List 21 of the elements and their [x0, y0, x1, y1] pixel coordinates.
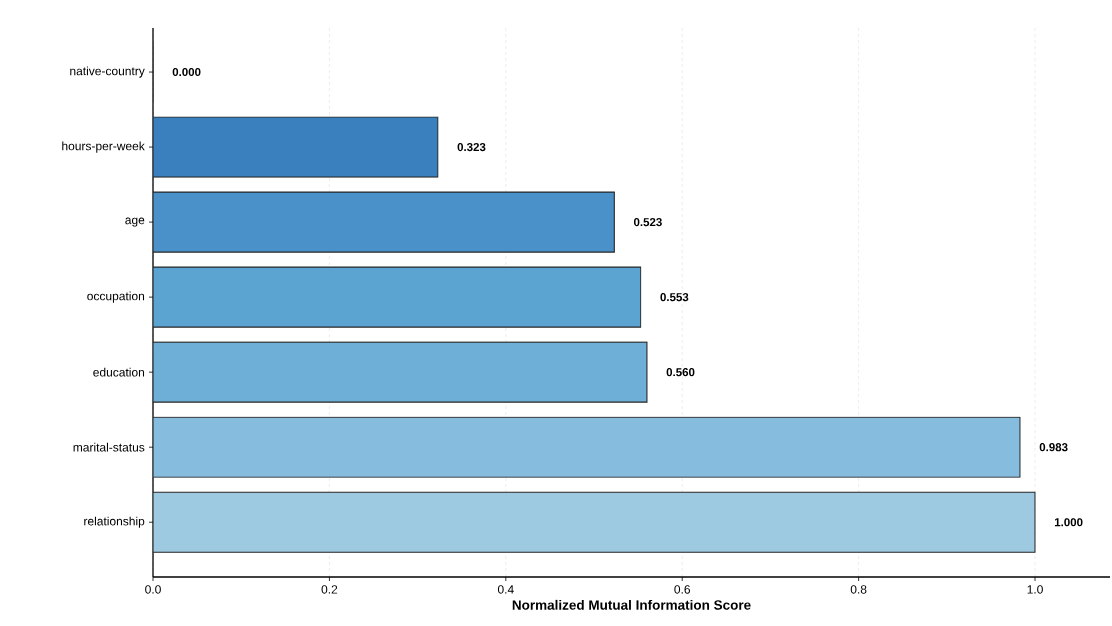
x-axis-title: Normalized Mutual Information Score: [512, 599, 751, 610]
y-tick-label: hours-per-week: [62, 141, 145, 153]
y-tick-label: marital-status: [73, 442, 145, 452]
data-label: 0.000: [172, 67, 201, 77]
x-tick-label: 1.0: [1027, 585, 1043, 594]
y-tick-label: age: [125, 217, 145, 227]
y-tick-label: relationship: [84, 516, 145, 528]
data-label: 1.000: [1054, 518, 1083, 527]
data-label: 0.983: [1039, 443, 1068, 452]
x-tick-label: 0.6: [674, 585, 691, 594]
data-label: 0.323: [457, 142, 486, 152]
x-tick-label: 0.2: [321, 585, 338, 594]
x-tick-label: 0.4: [497, 585, 514, 594]
y-tick-label: education: [93, 367, 145, 377]
data-label: 0.553: [660, 293, 689, 302]
data-label: 0.560: [666, 368, 695, 377]
x-tick-label: 0.0: [145, 585, 161, 594]
y-tick-label: native-country: [70, 66, 145, 78]
data-label: 0.523: [633, 218, 662, 227]
x-tick-label: 0.8: [850, 585, 867, 594]
y-tick-label: occupation: [87, 291, 145, 303]
